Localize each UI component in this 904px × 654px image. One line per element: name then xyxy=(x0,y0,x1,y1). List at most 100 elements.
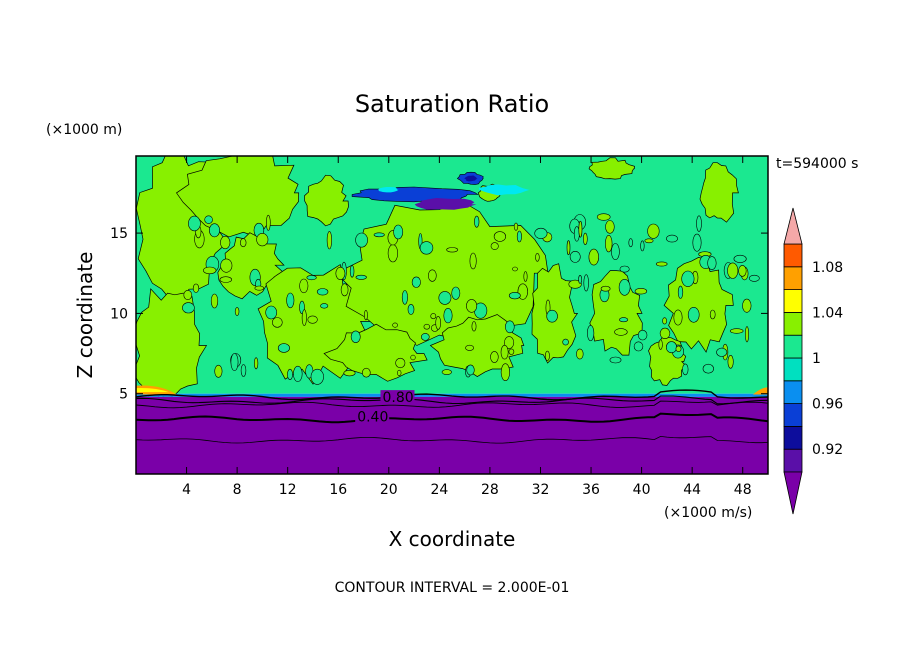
y-axis-label: Z coordinate xyxy=(73,252,97,379)
contour-speck-32 xyxy=(562,338,569,346)
contour-speck-49 xyxy=(307,315,318,324)
y-unit-label: (×1000 m) xyxy=(46,122,122,138)
contour-label-1: 0.40 xyxy=(357,409,388,425)
contour-speck-82 xyxy=(397,369,402,376)
contour-speck-7 xyxy=(504,320,515,334)
contour-speck-44 xyxy=(490,242,499,250)
contour-speck-5 xyxy=(401,290,408,305)
colorbar-swatch-6 xyxy=(783,311,803,336)
dry-contour-line-1 xyxy=(136,395,768,405)
colorbar-swatch-2 xyxy=(783,403,803,427)
contour-speck-148 xyxy=(633,341,644,352)
contour-speck-22 xyxy=(504,336,515,349)
contour-speck-83 xyxy=(512,266,518,272)
contour-speck-103 xyxy=(466,299,478,313)
yellow-patch-left xyxy=(136,387,169,393)
contour-speck-24 xyxy=(605,220,615,234)
contour-speck-67 xyxy=(306,275,317,281)
contour-speck-99 xyxy=(209,223,221,238)
contour-speck-28 xyxy=(427,269,437,282)
contour-label-0: 0.80 xyxy=(382,390,413,406)
contour-speck-142 xyxy=(614,328,628,336)
contour-speck-152 xyxy=(677,285,684,299)
contour-label-bg-1 xyxy=(355,409,390,424)
contour-speck-127 xyxy=(692,233,702,252)
contour-speck-111 xyxy=(287,368,293,380)
contour-speck-78 xyxy=(183,289,193,300)
contour-speck-144 xyxy=(420,333,430,341)
contour-speck-100 xyxy=(219,276,233,283)
colorbar-tick-label-2: 1 xyxy=(812,351,821,367)
y-tick-label-1: 10 xyxy=(110,306,128,322)
contour-speck-129 xyxy=(326,231,333,250)
contour-speck-135 xyxy=(637,329,648,341)
contour-speck-159 xyxy=(516,230,522,243)
contour-speck-86 xyxy=(451,286,461,300)
contour-speck-37 xyxy=(535,252,540,262)
x-axis-label: X coordinate xyxy=(389,527,516,551)
contour-speck-154 xyxy=(508,292,521,300)
contour-speck-87 xyxy=(469,252,477,270)
dry-contour-line-2 xyxy=(136,400,768,409)
contour-speck-57 xyxy=(500,363,511,382)
contour-speck-150 xyxy=(220,258,233,273)
x-unit-label: (×1000 m/s) xyxy=(664,505,752,521)
green-region-1 xyxy=(136,288,208,404)
contour-labels: 0.80 0.40 xyxy=(355,390,415,425)
y-tick-label-0: 5 xyxy=(119,387,128,403)
contour-speck-51 xyxy=(340,283,349,297)
contour-speck-137 xyxy=(609,356,622,364)
colorbar-swatch-0 xyxy=(783,448,803,473)
contour-speck-76 xyxy=(727,262,739,279)
x-tick-label-7: 32 xyxy=(532,482,550,498)
contour-speck-158 xyxy=(687,306,700,323)
time-label: t=594000 s xyxy=(776,156,858,172)
contour-speck-133 xyxy=(361,367,371,378)
contour-speck-39 xyxy=(748,274,760,282)
contour-speck-153 xyxy=(192,283,200,293)
contour-speck-166 xyxy=(407,303,415,315)
contour-speck-140 xyxy=(466,364,475,376)
contour-speck-54 xyxy=(707,256,717,270)
contour-speck-138 xyxy=(411,276,421,288)
x-axis-ticks: 4 8 12 16 20 24 28 32 36 40 44 48 xyxy=(182,156,752,498)
contour-speck-63 xyxy=(545,350,550,362)
y-tick-label-2: 15 xyxy=(110,226,128,242)
contour-speck-27 xyxy=(423,323,430,330)
contour-speck-164 xyxy=(578,220,583,238)
cyan-patch xyxy=(478,184,530,196)
contour-speck-14 xyxy=(611,243,620,261)
dry-contour-line-4 xyxy=(136,435,768,444)
contour-speck-104 xyxy=(230,353,239,372)
contour-speck-106 xyxy=(569,250,581,263)
contour-speck-2 xyxy=(293,365,303,382)
contour-speck-77 xyxy=(619,317,629,323)
contour-speck-18 xyxy=(316,288,329,296)
x-tick-label-10: 44 xyxy=(683,482,701,498)
orange-patch-right xyxy=(752,387,768,395)
contour-speck-55 xyxy=(286,292,295,309)
colorbar-swatch-1 xyxy=(783,425,803,450)
contour-speck-128 xyxy=(665,341,677,354)
contour-speck-29 xyxy=(534,227,548,239)
contour-speck-122 xyxy=(582,232,588,245)
contour-speck-35 xyxy=(204,215,213,224)
contour-speck-146 xyxy=(220,235,231,250)
contour-speck-85 xyxy=(600,285,611,292)
dry-layer-band xyxy=(136,396,768,474)
dark-blue-core-top xyxy=(464,175,478,182)
contour-speck-50 xyxy=(588,248,599,266)
green-region-5 xyxy=(304,174,349,227)
contour-speck-41 xyxy=(742,298,752,313)
green-region-13 xyxy=(699,162,739,223)
contour-speck-1 xyxy=(446,247,459,253)
contour-speck-19 xyxy=(568,279,582,289)
contour-speck-10 xyxy=(410,354,416,361)
dry-contour-line-3 xyxy=(136,412,768,424)
contour-speck-80 xyxy=(618,278,631,296)
plot-frame xyxy=(135,155,769,475)
contour-speck-110 xyxy=(566,240,571,256)
x-tick-label-6: 28 xyxy=(481,482,499,498)
contour-speck-69 xyxy=(513,222,519,231)
